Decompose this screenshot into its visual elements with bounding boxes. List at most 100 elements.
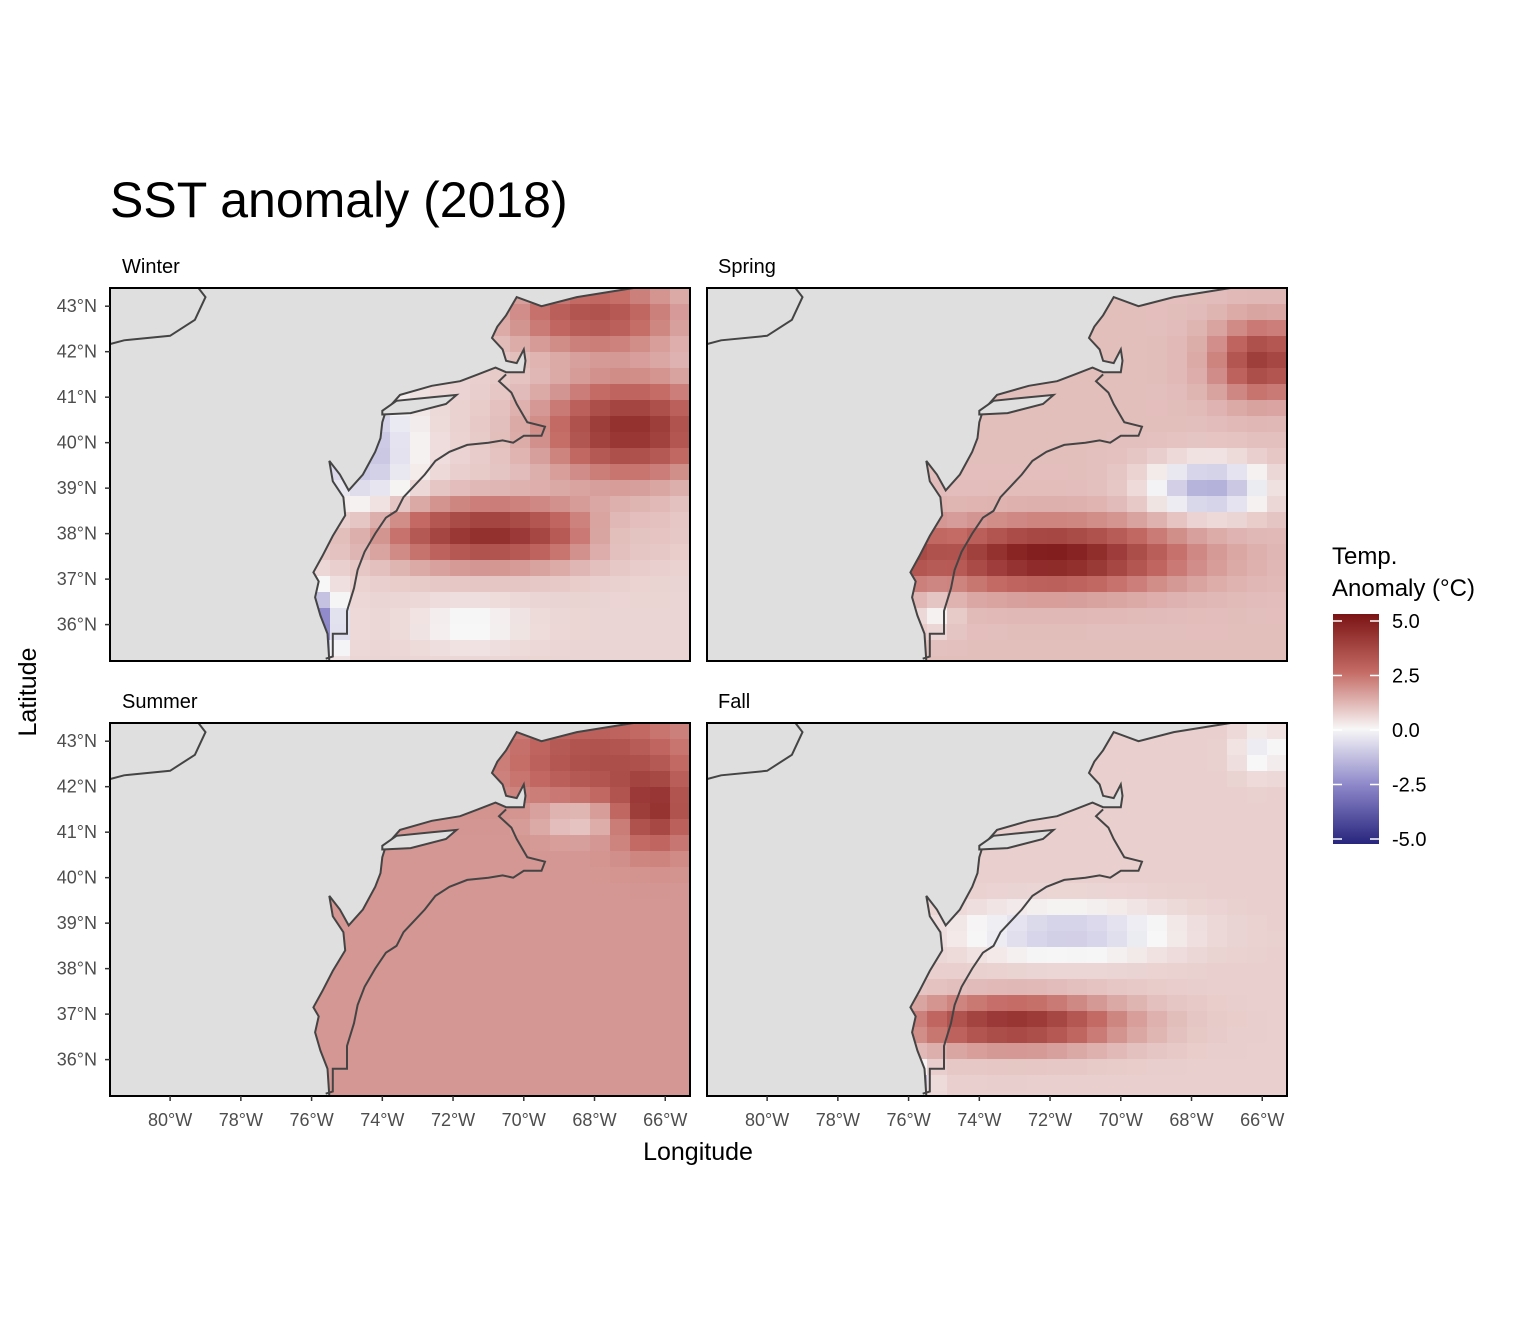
sst-cell <box>430 883 451 900</box>
sst-cell <box>1087 560 1108 577</box>
sst-cell <box>470 867 491 884</box>
legend-tick-label: 0.0 <box>1392 720 1420 742</box>
sst-cell <box>987 947 1008 964</box>
sst-cell <box>630 899 651 916</box>
sst-cell <box>570 576 591 593</box>
sst-cell <box>967 480 988 497</box>
sst-cell <box>1247 819 1268 836</box>
sst-cell <box>1027 432 1048 449</box>
sst-cell <box>1207 400 1228 417</box>
sst-cell <box>1047 883 1068 900</box>
sst-cell <box>1207 544 1228 561</box>
sst-cell <box>510 624 531 641</box>
legend-title-line1: Temp. <box>1332 543 1397 570</box>
sst-cell <box>927 995 948 1012</box>
sst-cell <box>1167 931 1188 948</box>
sst-cell <box>550 1027 571 1044</box>
sst-cell <box>390 640 411 657</box>
sst-cell <box>1247 739 1268 756</box>
sst-cell <box>1127 512 1148 529</box>
sst-cell <box>1047 592 1068 609</box>
sst-cell <box>430 1027 451 1044</box>
sst-cell <box>550 963 571 980</box>
sst-cell <box>490 592 511 609</box>
sst-cell <box>1107 915 1128 932</box>
sst-cell <box>530 947 551 964</box>
sst-cell <box>1147 544 1168 561</box>
sst-cell <box>1107 448 1128 465</box>
sst-cell <box>350 1027 371 1044</box>
sst-cell <box>650 608 671 625</box>
sst-cell <box>650 448 671 465</box>
long-island <box>978 828 1057 851</box>
sst-cell <box>1247 544 1268 561</box>
sst-cell <box>1227 544 1248 561</box>
sst-cell <box>610 1027 631 1044</box>
sst-cell <box>550 416 571 433</box>
sst-cell <box>650 320 671 337</box>
sst-cell <box>570 512 591 529</box>
sst-cell <box>670 512 690 529</box>
sst-cell <box>1187 480 1208 497</box>
sst-cell <box>1247 1075 1268 1092</box>
sst-cell <box>570 867 591 884</box>
sst-cell <box>1107 512 1128 529</box>
sst-cell <box>650 819 671 836</box>
sst-cell <box>670 336 690 353</box>
sst-cell <box>650 915 671 932</box>
sst-cell <box>1107 480 1128 497</box>
sst-cell <box>570 1091 591 1096</box>
sst-cell <box>390 464 411 481</box>
sst-cell <box>1147 787 1168 804</box>
sst-cell <box>967 979 988 996</box>
sst-cell <box>987 640 1008 657</box>
sst-cell <box>470 1091 491 1096</box>
sst-cell <box>650 336 671 353</box>
sst-cell <box>1087 851 1108 868</box>
sst-cell <box>1147 368 1168 385</box>
sst-cell <box>1027 1059 1048 1076</box>
sst-cell <box>470 835 491 852</box>
sst-cell <box>470 883 491 900</box>
sst-cell <box>630 819 651 836</box>
sst-cell <box>1067 656 1088 661</box>
sst-cell <box>670 883 690 900</box>
sst-cell <box>630 544 651 561</box>
sst-cell <box>1267 592 1287 609</box>
sst-cell <box>470 608 491 625</box>
sst-cell <box>490 915 511 932</box>
sst-cell <box>650 883 671 900</box>
sst-cell <box>370 464 391 481</box>
sst-cell <box>410 416 431 433</box>
sst-cell <box>590 1059 611 1076</box>
sst-cell <box>450 480 471 497</box>
sst-cell <box>1187 448 1208 465</box>
sst-cell <box>1127 1075 1148 1092</box>
sst-cell <box>1007 899 1028 916</box>
sst-cell <box>1227 448 1248 465</box>
sst-cell <box>1207 963 1228 980</box>
sst-cell <box>1047 448 1068 465</box>
sst-cell <box>1127 640 1148 657</box>
sst-cell <box>1167 560 1188 577</box>
sst-cell <box>410 528 431 545</box>
sst-cell <box>510 867 531 884</box>
sst-cell <box>450 899 471 916</box>
sst-cell <box>1087 1059 1108 1076</box>
sst-cell <box>590 883 611 900</box>
sst-cell <box>1227 803 1248 820</box>
sst-cell <box>1107 995 1128 1012</box>
sst-cell <box>430 1059 451 1076</box>
sst-cell <box>1207 656 1228 661</box>
sst-cell <box>650 1011 671 1028</box>
sst-cell <box>550 320 571 337</box>
sst-cell <box>650 723 671 740</box>
sst-cell <box>1047 400 1068 417</box>
sst-cell <box>630 867 651 884</box>
sst-cell <box>1247 787 1268 804</box>
y-axis-title: Latitude <box>14 648 42 737</box>
sst-cell <box>1107 560 1128 577</box>
sst-cell <box>1267 576 1287 593</box>
sst-cell <box>927 624 948 641</box>
sst-cell <box>1207 592 1228 609</box>
